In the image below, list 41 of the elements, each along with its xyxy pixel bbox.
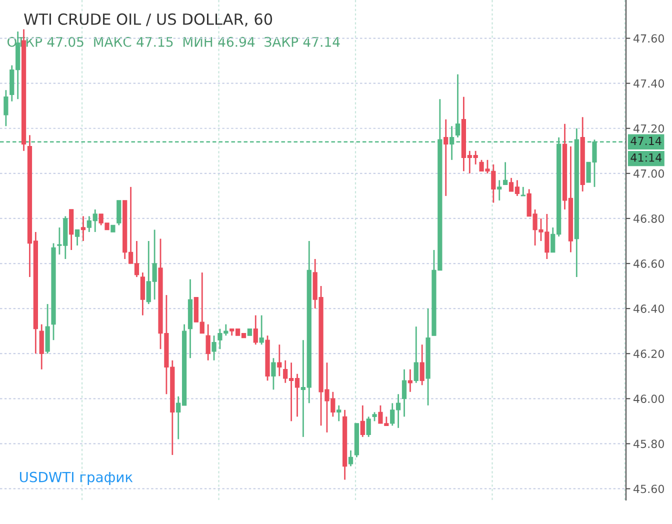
y-tick-label: 46.80	[633, 214, 664, 223]
y-tick-label: 46.20	[633, 350, 664, 358]
candlestick	[80, 216, 86, 242]
candlestick	[277, 344, 282, 377]
candlestick	[366, 416, 371, 438]
candlestick	[206, 324, 210, 362]
y-tick-label: 46.60	[633, 259, 664, 268]
text: WTI CRUDE OIL / US DOLLAR, 60	[24, 13, 272, 26]
candlestick	[336, 404, 342, 422]
candlestick	[212, 334, 216, 362]
candlestick	[259, 314, 264, 346]
candlestick	[414, 326, 418, 384]
y-tick-label: 45.80	[633, 440, 664, 448]
ref-line-label: 47.14	[630, 136, 662, 145]
candlestick	[4, 89, 8, 127]
text: 41:14	[630, 154, 662, 162]
candlestick	[503, 161, 508, 186]
y-tick-label: 46.00	[633, 394, 664, 404]
candlestick	[360, 404, 365, 438]
candlestick	[39, 324, 44, 370]
candlestick	[520, 186, 526, 197]
candlestick	[348, 450, 354, 467]
candlestick	[497, 179, 502, 202]
y-tick-label: 45.60	[633, 484, 664, 494]
candlestick	[402, 368, 407, 418]
annotation: USDWTI график	[20, 472, 133, 485]
y-tick-label: 47.00	[633, 169, 664, 178]
y-tick-label: 47.60	[633, 34, 664, 43]
candlestick	[455, 74, 460, 138]
candlestick	[372, 411, 377, 422]
candlestick	[420, 344, 424, 386]
y-tick-label: 46.40	[633, 304, 664, 313]
candlestick	[253, 314, 258, 346]
candlestick	[444, 118, 448, 197]
y-tick-label: 47.20	[633, 124, 664, 133]
candlestick	[271, 357, 276, 390]
candlestick	[116, 200, 122, 226]
y-tick-label: 47.40	[633, 79, 664, 88]
candlestick	[450, 125, 454, 161]
candlestick	[74, 229, 80, 246]
candlestick	[140, 272, 145, 316]
